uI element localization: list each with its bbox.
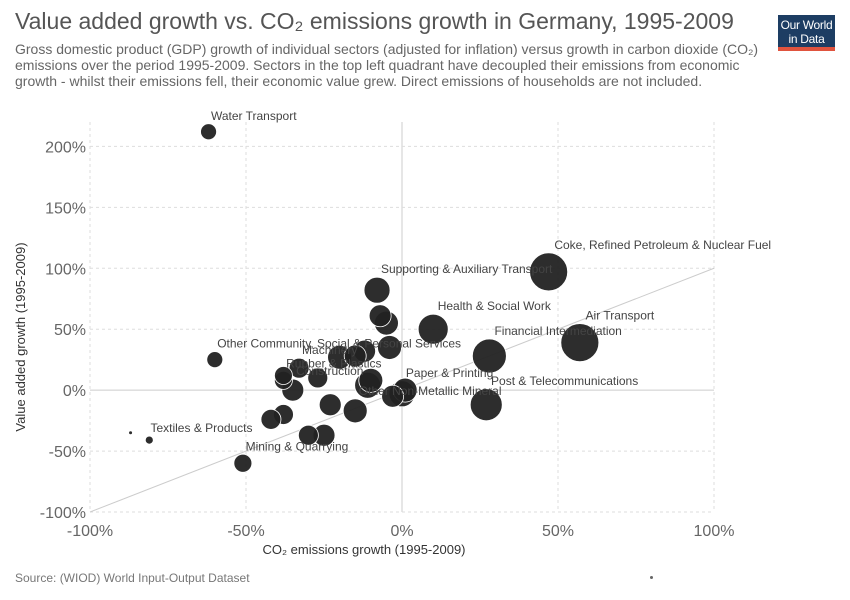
x-tick-label: 100% [694, 523, 735, 540]
scatter-point[interactable] [206, 351, 224, 369]
point-label: Air Transport [586, 309, 655, 323]
scatter-point[interactable] [417, 313, 449, 345]
x-axis-title: CO₂ emissions growth (1995-2009) [262, 542, 465, 557]
logo-accent-bar [778, 47, 835, 51]
point-label: Paper & Printing [406, 366, 493, 380]
point-label: Mining & Quarrying [246, 439, 349, 453]
scatter-point[interactable] [233, 453, 253, 473]
footer-dot [650, 576, 653, 579]
scatter-point[interactable] [129, 431, 133, 435]
y-axis-title: Value added growth (1995-2009) [13, 242, 28, 431]
y-tick-label: -50% [49, 444, 86, 461]
scatter-point[interactable] [377, 335, 402, 360]
scatter-point[interactable] [144, 435, 154, 445]
x-tick-label: 50% [542, 523, 574, 540]
y-tick-label: 200% [45, 139, 86, 156]
scatter-point[interactable] [342, 398, 368, 424]
y-tick-label: 50% [54, 322, 86, 339]
point-label: Other Community, Social & Personal Servi… [217, 337, 461, 351]
point-label: Construction [296, 364, 363, 378]
y-tick-label: 150% [45, 200, 86, 217]
scatter-point[interactable] [529, 252, 569, 292]
scatter-point[interactable] [297, 424, 319, 446]
scatter-point[interactable] [469, 388, 503, 422]
point-layer [129, 123, 600, 473]
label-layer: Water Transport Supporting & Auxiliary Tr… [150, 109, 771, 454]
y-tick-label: 100% [45, 261, 86, 278]
x-tick-label: 0% [390, 523, 413, 540]
point-label: Health & Social Work [438, 299, 552, 313]
scatter-point[interactable] [343, 344, 367, 368]
scatter-point[interactable] [307, 367, 329, 389]
scatter-point[interactable] [318, 393, 342, 417]
chart-title: Value added growth vs. CO₂ emissions gro… [15, 8, 734, 34]
point-label: Water Transport [211, 109, 297, 123]
scatter-point[interactable] [363, 276, 391, 304]
logo-line-1: Our World [780, 18, 833, 32]
source-note[interactable]: Source: (WIOD) World Input-Output Datase… [15, 571, 250, 585]
logo-line-2: in Data [788, 32, 825, 46]
point-label: Textiles & Products [150, 421, 252, 435]
scatter-point[interactable] [560, 323, 600, 362]
point-label: Coke, Refined Petroleum & Nuclear Fuel [554, 238, 771, 252]
scatter-point[interactable] [274, 366, 293, 385]
scatter-point[interactable] [368, 304, 392, 328]
point-label: Machinery [302, 343, 357, 357]
point-label: Supporting & Auxiliary Transport [381, 262, 553, 276]
point-label: Rubber & Plastics [286, 356, 381, 370]
scatter-point[interactable] [471, 338, 507, 374]
x-tick-label: -50% [227, 523, 264, 540]
scatter-point[interactable] [200, 123, 217, 141]
x-tick-label: -100% [67, 523, 113, 540]
chart-subtitle: Gross domestic product (GDP) growth of i… [15, 41, 759, 89]
tick-layer: -100% -50% 0% 50% 100% -100% -50% 0% 50% 100% 150%… [40, 139, 735, 540]
y-tick-label: -100% [40, 505, 86, 522]
scatter-point[interactable] [381, 384, 405, 408]
point-label: Post & Telecommunications [491, 374, 638, 388]
point-label: Financial Intermediation [494, 324, 621, 338]
scatter-point[interactable] [260, 408, 282, 430]
y-tick-label: 0% [63, 383, 86, 400]
owid-logo[interactable]: Our World in Data [778, 15, 835, 51]
point-label: Other Non-Metallic Mineral [359, 384, 502, 398]
scatter-point[interactable] [358, 367, 384, 393]
